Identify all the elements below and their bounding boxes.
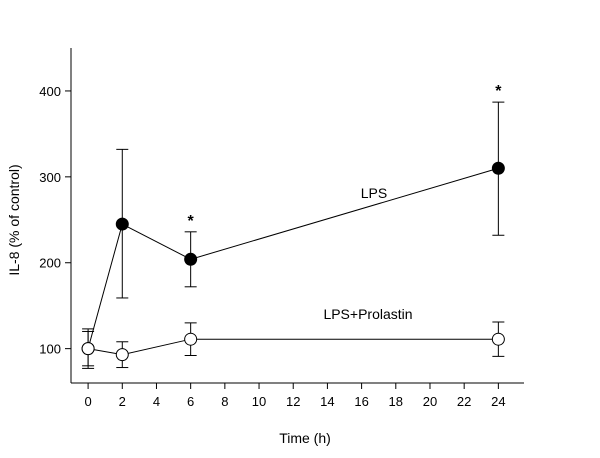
data-point-open xyxy=(115,348,129,362)
error-bars xyxy=(82,101,505,369)
x-tick-label: 24 xyxy=(491,394,505,409)
data-points xyxy=(81,161,505,362)
y-tick-label: 100 xyxy=(39,342,61,357)
x-axis-label: Time (h) xyxy=(279,430,331,446)
data-point-open xyxy=(184,332,198,346)
data-point-filled xyxy=(491,161,505,175)
x-tick-label: 18 xyxy=(389,394,403,409)
significance-marker: * xyxy=(495,83,502,100)
x-tick-label: 14 xyxy=(320,394,334,409)
x-tick-label: 4 xyxy=(153,394,160,409)
x-tick-label: 20 xyxy=(423,394,437,409)
x-tick-label: 16 xyxy=(354,394,368,409)
y-tick-label: 400 xyxy=(39,84,61,99)
data-point-filled xyxy=(115,217,129,231)
series-line-0 xyxy=(87,167,499,349)
data-point-open xyxy=(81,342,95,356)
labels: Time (h) IL-8 (% of control) LPS LPS+Pro… xyxy=(6,164,413,446)
series-line-1 xyxy=(88,338,499,356)
x-tick-label: 2 xyxy=(119,394,126,409)
x-tick-label: 12 xyxy=(286,394,300,409)
series-lines xyxy=(87,167,499,356)
y-tick-label: 200 xyxy=(39,256,61,271)
significance-marker: * xyxy=(188,213,195,230)
data-point-filled xyxy=(184,252,198,266)
y-tick-label: 300 xyxy=(39,170,61,185)
annotations: ** xyxy=(188,83,503,230)
x-tick-label: 0 xyxy=(84,394,91,409)
data-point-open xyxy=(491,332,505,346)
x-tick-label: 22 xyxy=(457,394,471,409)
x-tick-label: 6 xyxy=(187,394,194,409)
series-label-lps-prolastin: LPS+Prolastin xyxy=(323,306,412,322)
x-tick-label: 10 xyxy=(252,394,266,409)
y-axis-label: IL-8 (% of control) xyxy=(6,164,22,275)
series-label-lps: LPS xyxy=(361,185,387,201)
x-tick-label: 8 xyxy=(221,394,228,409)
